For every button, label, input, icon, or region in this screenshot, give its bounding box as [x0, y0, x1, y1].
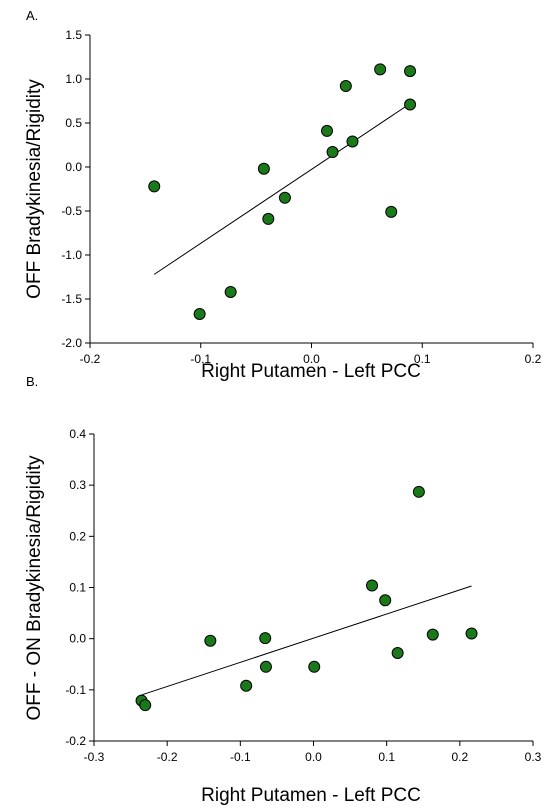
panel-b-y-tick-label: -0.2 — [65, 734, 86, 748]
panel-b-x-tick-label: 0.1 — [378, 750, 395, 764]
panel-a-y-tick-label: 1.0 — [65, 72, 82, 86]
panel-b-data-point — [259, 632, 272, 645]
panel-b-label: B. — [26, 374, 38, 389]
panel-a-y-tick-label: -0.5 — [61, 204, 82, 218]
panel-a-data-point — [193, 307, 206, 320]
panel-b-x-tick-label: 0.0 — [305, 750, 322, 764]
panel-b-points — [135, 485, 478, 712]
panel-a-y-tick-label: 1.5 — [65, 28, 82, 42]
panel-a-x-ticks: -0.2 -0.1 0.0 0.1 0.2 — [80, 343, 542, 366]
panel-b-y-tick-label: 0.0 — [69, 632, 86, 646]
panel-b-x-tick-label: -0.2 — [157, 750, 178, 764]
panel-a-data-point — [404, 65, 417, 78]
panel-a-x-tick-label: 0.0 — [303, 352, 320, 366]
panel-b-x-tick-label: -0.1 — [230, 750, 251, 764]
panel-b-y-tick-label: 0.4 — [69, 427, 86, 441]
panel-a-y-tick-label: -1.0 — [61, 248, 82, 262]
panel-a-x-tick-label: -0.1 — [190, 352, 211, 366]
panel-b-data-point — [366, 579, 379, 592]
panel-a-y-axis-title: OFF Bradykinesia/Rigidity — [24, 79, 45, 299]
panel-a-x-tick-label: 0.1 — [414, 352, 431, 366]
panel-a-data-point — [224, 285, 237, 298]
panel-b-fit-line — [141, 585, 472, 696]
panel-b-data-point — [139, 699, 152, 712]
panel-a-data-point — [262, 212, 275, 225]
panel-b-data-point — [426, 628, 439, 641]
panel-b-y-tick-label: 0.2 — [69, 529, 86, 543]
panel-b-data-point — [204, 634, 217, 647]
panel-a-data-point — [339, 80, 352, 93]
panel-a-data-point — [326, 146, 339, 159]
panel-b-x-tick-label: 0.2 — [451, 750, 468, 764]
panel-b: B. -0.2 -0.1 0.0 0.1 0.2 0.3 0.4 -0.3 -0.2 -0.1 0… — [24, 374, 542, 806]
panel-a-y-ticks: -2.0 -1.5 -1.0 -0.5 0.0 0.5 1.0 1.5 — [61, 28, 90, 350]
panel-b-data-point — [391, 646, 404, 659]
panel-b-data-point — [308, 660, 321, 673]
panel-a-data-point — [257, 162, 270, 175]
panel-b-x-tick-label: -0.3 — [84, 750, 105, 764]
panel-b-y-tick-label: 0.3 — [69, 478, 86, 492]
panel-a-y-tick-label: 0.5 — [65, 116, 82, 130]
panel-b-y-tick-label: 0.1 — [69, 581, 86, 595]
panel-b-y-tick-label: -0.1 — [65, 683, 86, 697]
panel-b-x-axis-title: Right Putamen - Left PCC — [201, 785, 421, 806]
panel-a-data-point — [321, 124, 334, 137]
panel-a-data-point — [346, 135, 359, 148]
panel-a-label: A. — [26, 8, 38, 23]
panel-b-data-point — [240, 679, 253, 692]
panel-a-x-tick-label: -0.2 — [80, 352, 101, 366]
panel-b-y-axis-title: OFF - ON Bradykinesia/Rigidity — [24, 455, 45, 721]
panel-b-x-tick-label: 0.3 — [525, 750, 542, 764]
panel-a-data-point — [148, 180, 161, 193]
panel-b-data-point — [259, 660, 272, 673]
panel-a-fit-line — [153, 103, 411, 275]
panel-a-data-point — [374, 63, 387, 76]
panel-b-x-ticks: -0.3 -0.2 -0.1 0.0 0.1 0.2 0.3 — [84, 741, 542, 764]
panel-a-data-point — [404, 98, 417, 111]
panel-a-x-axis-title: Right Putamen - Left PCC — [201, 361, 421, 382]
panel-b-y-ticks: -0.2 -0.1 0.0 0.1 0.2 0.3 0.4 — [65, 427, 94, 748]
panel-a-points — [148, 63, 417, 320]
panel-b-data-point — [379, 594, 392, 607]
panel-b-data-point — [465, 627, 478, 640]
panel-a-y-tick-label: 0.0 — [65, 160, 82, 174]
panel-a-data-point — [385, 205, 398, 218]
panel-a-y-tick-label: -2.0 — [61, 336, 82, 350]
panel-a-y-tick-label: -1.5 — [61, 292, 82, 306]
panel-a-data-point — [278, 191, 291, 204]
panel-a-x-tick-label: 0.2 — [525, 352, 542, 366]
panel-b-data-point — [412, 485, 425, 498]
panel-a: A. -2.0 -1.5 -1.0 -0.5 0.0 0.5 1.0 1.5 -0.2 -0.1… — [24, 8, 542, 382]
